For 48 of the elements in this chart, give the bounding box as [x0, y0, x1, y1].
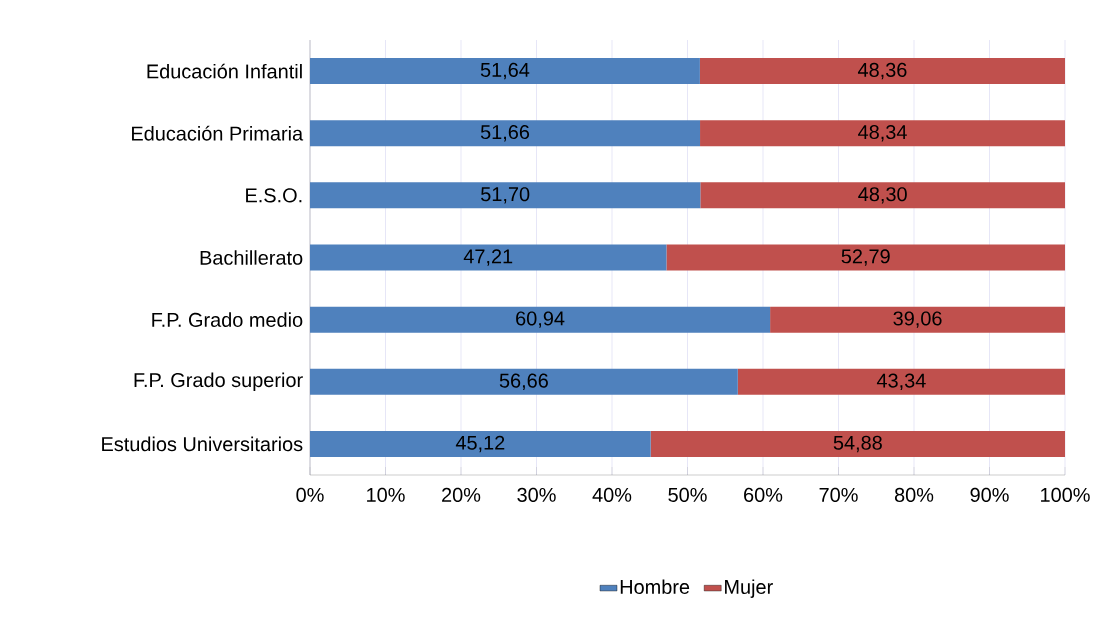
bar	[666, 244, 1066, 271]
y-tick-label: F.P. Grado medio	[152, 312, 303, 327]
bar	[310, 182, 701, 209]
x-tick-label: 80%	[894, 487, 934, 502]
data-label: 48,34	[858, 124, 907, 142]
y-tick-label: E.S.O.	[246, 188, 302, 203]
data-label: 56,66	[499, 373, 548, 391]
bar	[310, 120, 701, 147]
bar	[310, 58, 700, 85]
x-tick-label: 30%	[517, 487, 556, 502]
y-tick-label: Educación Infantil	[147, 63, 302, 79]
bar	[310, 306, 771, 333]
y-tick-label: Estudios Universitarios	[102, 436, 303, 452]
bar	[699, 58, 1066, 85]
x-tick-label: 60%	[744, 487, 783, 502]
legend-label: Hombre	[620, 579, 690, 595]
data-label: 51,64	[480, 62, 530, 80]
x-tick-label: 90%	[970, 487, 1009, 502]
data-label: 48,36	[857, 62, 907, 80]
x-tick-label: 100%	[1041, 487, 1090, 502]
x-tick-label: 20%	[442, 487, 481, 502]
data-label: 51,66	[480, 124, 530, 142]
y-tick-label: Bachillerato	[200, 250, 303, 265]
bar	[310, 368, 738, 395]
y-tick-label: Educación Primaria	[132, 125, 304, 141]
x-tick-label: 40%	[592, 487, 632, 502]
data-label: 48,30	[858, 187, 907, 204]
data-label: 54,88	[833, 435, 882, 453]
data-label: 60,94	[516, 311, 565, 328]
y-tick-label: F.P. Grado superior	[134, 372, 303, 392]
bar	[700, 120, 1066, 147]
data-label: 43,34	[876, 373, 926, 391]
bar	[737, 368, 1066, 395]
bar	[770, 306, 1066, 333]
data-label: 47,21	[463, 249, 513, 266]
data-label: 45,12	[455, 435, 505, 453]
x-tick-label: 0%	[296, 487, 324, 502]
bar	[700, 182, 1066, 209]
bar	[310, 430, 651, 457]
bar	[650, 430, 1066, 457]
x-tick-label: 10%	[367, 487, 405, 502]
bar	[310, 244, 667, 271]
data-label: 39,06	[893, 311, 942, 328]
x-tick-label: 50%	[668, 487, 707, 502]
data-label: 51,70	[481, 187, 530, 204]
legend-label: Mujer	[725, 579, 773, 598]
data-label: 52,79	[841, 249, 890, 266]
x-tick-label: 70%	[819, 487, 858, 502]
